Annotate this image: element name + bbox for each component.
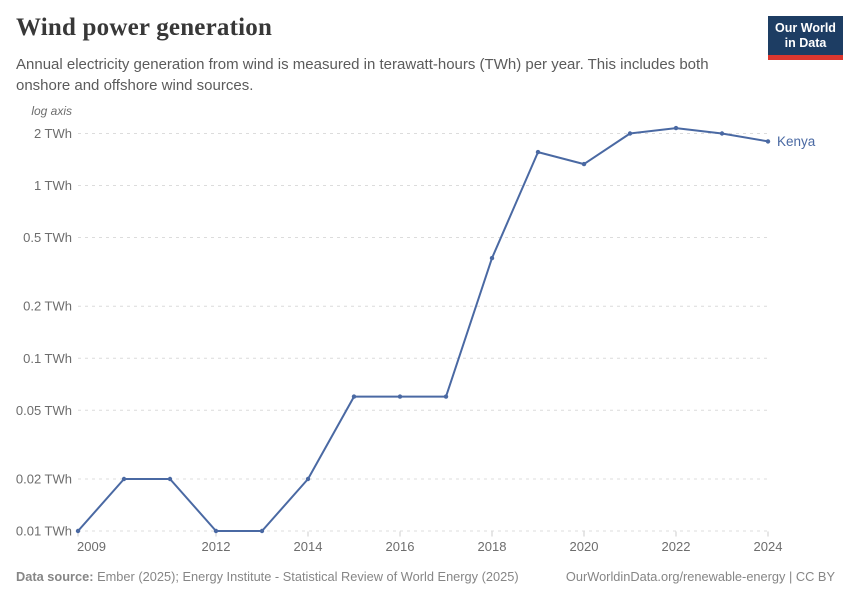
x-axis: 2009 2012 2014 2016 2018 2020 2022 2024 [77,531,783,554]
data-point[interactable] [443,394,449,399]
data-point[interactable] [489,255,495,261]
y-tick-label: 0.02 TWh [16,471,72,486]
owid-logo-line1: Our World [775,21,836,35]
data-point[interactable] [673,125,679,131]
y-axis-labels: 2 TWh 1 TWh 0.5 TWh 0.2 TWh 0.1 TWh 0.05 TWh 0… [16,126,72,539]
data-point[interactable] [259,528,265,534]
data-source-text: Ember (2025); Energy Institute - Statist… [97,569,519,584]
data-point[interactable] [351,394,357,399]
data-point[interactable] [765,139,771,144]
chart-subtitle: Annual electricity generation from wind … [16,56,709,95]
x-tick-label: 2014 [294,539,323,554]
x-tick-label: 2024 [754,539,783,554]
data-point[interactable] [167,476,173,482]
data-point[interactable] [305,476,311,482]
x-tick-label: 2022 [662,539,691,554]
attribution-link[interactable]: OurWorldinData.org/renewable-energy | CC… [565,569,835,584]
y-tick-label: 0.2 TWh [23,299,72,314]
data-point[interactable] [535,149,541,155]
y-tick-label: 0.1 TWh [23,351,72,366]
data-point[interactable] [581,161,587,167]
x-tick-label: 2012 [202,539,231,554]
y-tick-label: 0.5 TWh [23,230,72,245]
data-point[interactable] [397,394,403,399]
series-label-kenya[interactable]: Kenya [777,134,816,149]
x-tick-label: 2018 [478,539,507,554]
data-point[interactable] [213,528,219,534]
data-point[interactable] [719,131,725,136]
y-tick-label: 0.05 TWh [16,403,72,418]
kenya-line[interactable] [77,127,769,532]
y-tick-label: 0.01 TWh [16,524,72,539]
data-point[interactable] [627,131,633,136]
x-tick-label: 2016 [386,539,415,554]
data-source-label: Data source: [16,569,94,584]
x-tick-label: 2020 [570,539,599,554]
owid-logo[interactable]: Our World in Data [768,16,843,60]
data-source: Data source: Ember (2025); Energy Instit… [16,569,519,584]
x-tick-label: 2009 [77,539,106,554]
data-series[interactable] [75,125,771,534]
chart-title: Wind power generation [16,14,273,41]
data-point[interactable] [121,476,127,482]
data-point[interactable] [75,528,81,534]
gridlines [78,132,768,532]
y-tick-label: 2 TWh [34,126,72,141]
y-tick-label: 1 TWh [34,178,72,193]
log-axis-note: log axis [31,104,72,118]
owid-logo-line2: in Data [784,35,827,50]
